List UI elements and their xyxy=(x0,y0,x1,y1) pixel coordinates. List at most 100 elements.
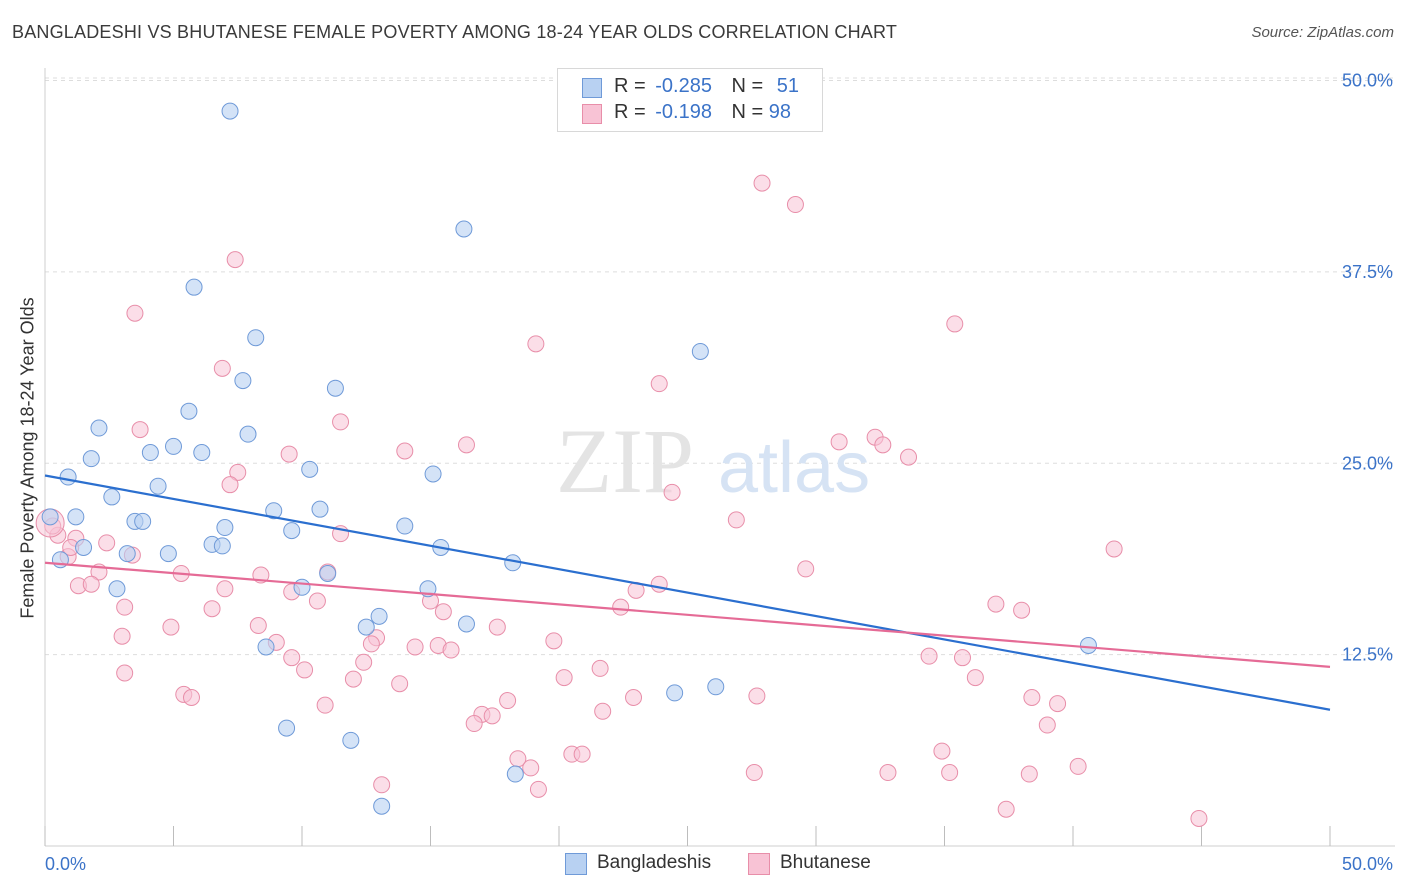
legend-n-value: 98 xyxy=(768,101,792,123)
y-tick-label: 25.0% xyxy=(1342,453,1393,473)
bangladeshi-point xyxy=(221,102,239,120)
bangladeshi-point xyxy=(357,618,375,636)
bhutanese-point xyxy=(283,649,301,667)
bottom-legend-swatch-blue xyxy=(565,853,587,875)
bhutanese-point xyxy=(573,745,591,763)
bangladeshi-point xyxy=(666,684,684,702)
trend-lines xyxy=(44,474,1331,711)
bangladeshi-point xyxy=(141,444,159,462)
bhutanese-point xyxy=(966,669,984,687)
bottom-legend-swatch-pink xyxy=(748,853,770,875)
bhutanese-point xyxy=(797,560,815,578)
bhutanese-point xyxy=(1038,716,1056,734)
bangladeshi-point xyxy=(278,719,296,737)
source-label: Source: ZipAtlas.com xyxy=(1251,24,1394,41)
bhutanese-point xyxy=(545,632,563,650)
bangladeshi-point xyxy=(457,615,475,633)
bangladeshi-point xyxy=(301,460,319,478)
bhutanese-point xyxy=(625,688,643,706)
bhutanese-point xyxy=(82,575,100,593)
x-tick-label: 50.0% xyxy=(1342,854,1393,874)
bhutanese-point xyxy=(434,603,452,621)
bhutanese-point xyxy=(483,707,501,725)
bottom-legend-label: Bangladeshis xyxy=(597,852,712,873)
bhutanese-point xyxy=(953,649,971,667)
bhutanese-point xyxy=(457,436,475,454)
bhutanese-point xyxy=(296,661,314,679)
bhutanese-point xyxy=(591,659,609,677)
bangladeshi-points xyxy=(41,102,1097,815)
bangladeshi-point xyxy=(159,545,177,563)
bangladeshi-point xyxy=(396,517,414,535)
bhutanese-point xyxy=(162,618,180,636)
bhutanese-point xyxy=(488,618,506,636)
bhutanese-point xyxy=(280,445,298,463)
bangladeshi-point xyxy=(103,488,121,506)
y-tick-label: 50.0% xyxy=(1342,71,1393,91)
bhutanese-point xyxy=(116,598,134,616)
bhutanese-point xyxy=(316,696,334,714)
bhutanese-point xyxy=(663,483,681,501)
bhutanese-point xyxy=(748,687,766,705)
bhutanese-point xyxy=(442,641,460,659)
bangladeshi-point xyxy=(293,578,311,596)
x-tick-label: 0.0% xyxy=(45,854,86,874)
legend-n-label: N = xyxy=(731,75,764,97)
bhutanese-point xyxy=(786,196,804,214)
bhutanese-point xyxy=(1023,688,1041,706)
tick-labels: 12.5% 25.0% 37.5% 50.0% 0.0% 50.0% xyxy=(45,71,1393,875)
bangladeshi-point xyxy=(41,508,59,526)
bhutanese-point xyxy=(499,692,517,710)
bangladeshi-point xyxy=(216,519,234,537)
bhutanese-point xyxy=(213,359,231,377)
bangladeshi-point xyxy=(90,419,108,437)
bangladeshi-point xyxy=(193,444,211,462)
bangladeshi-point xyxy=(180,402,198,420)
bhutanese-point xyxy=(182,688,200,706)
bangladeshi-point xyxy=(75,538,93,556)
bhutanese-point xyxy=(131,421,149,439)
bhutanese-point xyxy=(332,413,350,431)
bangladeshi-point xyxy=(707,678,725,696)
bhutanese-trend-line xyxy=(44,561,1331,668)
bhutanese-point xyxy=(727,511,745,529)
bhutanese-point xyxy=(941,764,959,782)
bhutanese-point xyxy=(650,575,668,593)
bhutanese-point xyxy=(391,675,409,693)
bangladeshi-point xyxy=(342,731,360,749)
bhutanese-point xyxy=(987,595,1005,613)
legend-swatch-blue xyxy=(582,78,602,98)
bangladeshi-point xyxy=(691,342,709,360)
bangladeshi-point xyxy=(265,502,283,520)
bhutanese-point xyxy=(1105,540,1123,558)
bhutanese-point xyxy=(830,433,848,451)
bhutanese-point xyxy=(126,304,144,322)
bhutanese-point xyxy=(396,442,414,460)
legend-n-label: N = xyxy=(731,101,764,123)
bhutanese-point xyxy=(362,635,380,653)
bhutanese-point xyxy=(650,375,668,393)
bangladeshi-point xyxy=(319,564,337,582)
bangladeshi-point xyxy=(213,537,231,555)
bangladeshi-point xyxy=(234,372,252,390)
bangladeshi-point xyxy=(67,508,85,526)
bangladeshi-point xyxy=(165,437,182,455)
legend-n-value: 51 xyxy=(776,75,800,97)
bangladeshi-point xyxy=(283,522,301,540)
bhutanese-point xyxy=(933,742,951,760)
bhutanese-point xyxy=(465,715,483,733)
bhutanese-point xyxy=(879,764,897,782)
legend-r-label: R = xyxy=(614,75,646,97)
bhutanese-point xyxy=(1020,765,1038,783)
bhutanese-point xyxy=(216,580,234,598)
bhutanese-point xyxy=(249,617,267,635)
bhutanese-point xyxy=(522,759,540,777)
axes xyxy=(44,68,1395,847)
bhutanese-point xyxy=(1190,809,1208,827)
bhutanese-point xyxy=(229,463,247,481)
bangladeshi-point xyxy=(108,580,126,598)
bangladeshi-point xyxy=(149,477,167,495)
bhutanese-point xyxy=(113,627,131,645)
bhutanese-point xyxy=(226,251,244,269)
